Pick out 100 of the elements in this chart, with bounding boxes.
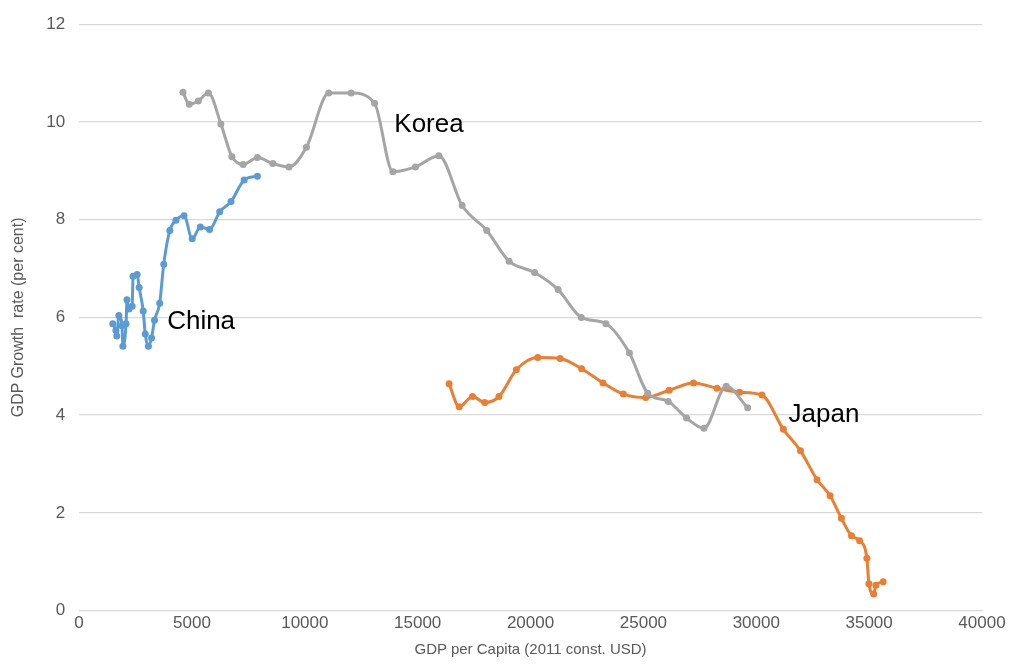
x-tick-label: 40000 bbox=[958, 613, 1006, 633]
series-label: Korea bbox=[394, 107, 465, 138]
point bbox=[722, 382, 730, 390]
x-tick-label: 15000 bbox=[394, 613, 442, 633]
point bbox=[166, 226, 174, 234]
point bbox=[872, 581, 880, 589]
point bbox=[779, 425, 787, 433]
point bbox=[141, 330, 149, 338]
point bbox=[151, 316, 158, 324]
point bbox=[133, 270, 141, 278]
point bbox=[148, 334, 156, 342]
point bbox=[483, 226, 491, 234]
x-tick-label: 25000 bbox=[619, 613, 668, 633]
point bbox=[325, 89, 333, 97]
point bbox=[458, 202, 466, 209]
point bbox=[204, 89, 212, 97]
point bbox=[253, 154, 261, 162]
point bbox=[554, 286, 562, 294]
point bbox=[180, 212, 188, 220]
point bbox=[240, 176, 248, 184]
point bbox=[826, 492, 834, 500]
point bbox=[185, 100, 193, 108]
x-tick-label: 20000 bbox=[506, 613, 555, 633]
point bbox=[239, 160, 247, 168]
point bbox=[744, 404, 752, 412]
point bbox=[848, 532, 856, 540]
x-tick-label: 10000 bbox=[281, 613, 329, 633]
point bbox=[505, 257, 513, 265]
point bbox=[228, 153, 236, 161]
point bbox=[625, 349, 633, 357]
point bbox=[216, 208, 224, 216]
point bbox=[865, 580, 873, 588]
point bbox=[217, 120, 225, 128]
x-tick-label: 30000 bbox=[732, 613, 780, 633]
point bbox=[837, 514, 845, 522]
point bbox=[713, 384, 721, 392]
point bbox=[112, 327, 120, 335]
y-tick-label: 12 bbox=[46, 13, 66, 33]
point bbox=[700, 424, 708, 432]
point bbox=[534, 353, 542, 361]
y-tick-label: 10 bbox=[46, 111, 66, 131]
x-tick-label: 35000 bbox=[845, 613, 893, 633]
point bbox=[445, 380, 453, 388]
point bbox=[269, 159, 277, 167]
point bbox=[455, 403, 463, 411]
series-label: Japan bbox=[788, 398, 860, 429]
point bbox=[469, 393, 477, 401]
y-tick-label: 4 bbox=[55, 404, 66, 424]
point bbox=[115, 311, 123, 319]
point bbox=[160, 260, 168, 268]
point bbox=[435, 152, 443, 160]
point bbox=[172, 216, 180, 224]
point bbox=[599, 379, 607, 387]
y-tick-label: 6 bbox=[55, 307, 66, 327]
point bbox=[206, 225, 214, 233]
point bbox=[227, 198, 235, 206]
x-tick-label: 0 bbox=[74, 613, 84, 633]
point bbox=[758, 391, 766, 399]
point bbox=[512, 366, 520, 374]
series-label: China bbox=[167, 305, 236, 336]
point bbox=[556, 354, 564, 362]
point bbox=[863, 554, 871, 562]
point bbox=[797, 447, 805, 455]
point bbox=[188, 235, 196, 243]
point bbox=[664, 397, 672, 405]
point bbox=[347, 89, 355, 97]
point bbox=[665, 386, 673, 394]
point bbox=[123, 296, 131, 304]
point bbox=[602, 320, 610, 328]
point bbox=[139, 307, 147, 315]
point bbox=[196, 223, 204, 231]
point bbox=[481, 398, 489, 406]
point bbox=[194, 97, 202, 105]
point bbox=[619, 390, 627, 398]
y-tick-label: 2 bbox=[55, 502, 66, 522]
point bbox=[879, 578, 887, 586]
point bbox=[156, 299, 164, 307]
point bbox=[113, 332, 121, 340]
point bbox=[531, 268, 539, 276]
x-axis-title: GDP per Capita (2011 const. USD) bbox=[414, 640, 647, 658]
y-axis-title: GDP Growth rate (per cent) bbox=[9, 217, 27, 418]
point bbox=[644, 389, 652, 397]
point bbox=[690, 379, 698, 387]
point bbox=[813, 476, 821, 484]
point bbox=[122, 320, 130, 328]
point bbox=[371, 99, 379, 107]
point bbox=[119, 342, 127, 350]
point bbox=[109, 320, 117, 328]
point bbox=[495, 393, 503, 401]
point bbox=[578, 365, 586, 373]
point bbox=[411, 163, 419, 171]
point bbox=[389, 168, 397, 176]
point bbox=[179, 88, 187, 96]
x-tick-label: 5000 bbox=[173, 613, 211, 633]
point bbox=[577, 313, 585, 321]
point bbox=[285, 163, 293, 171]
point bbox=[135, 284, 143, 292]
point bbox=[683, 414, 691, 422]
point bbox=[870, 590, 878, 598]
y-tick-label: 8 bbox=[55, 209, 66, 229]
